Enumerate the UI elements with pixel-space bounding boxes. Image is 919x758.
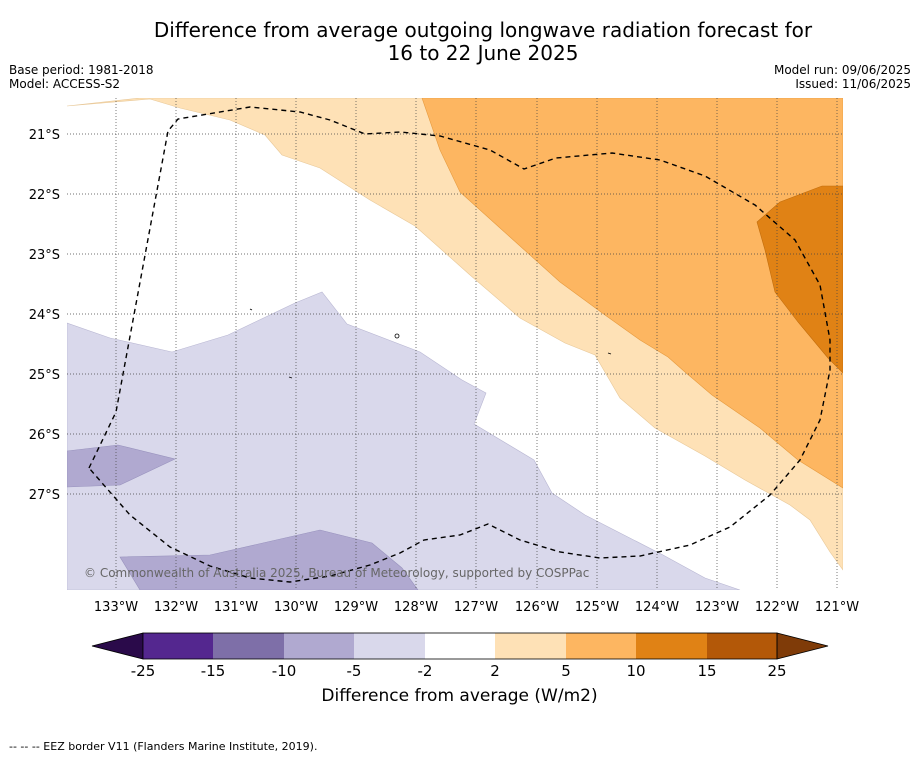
meta-right: Model run: 09/06/2025 Issued: 11/06/2025 xyxy=(774,63,911,91)
gridlines xyxy=(67,98,843,590)
colorbar-tick: -10 xyxy=(272,662,297,680)
map-title: Difference from average outgoing longwav… xyxy=(0,19,919,65)
colorbar-bin xyxy=(707,633,778,659)
colorbar-tick: 5 xyxy=(561,662,571,680)
lon-label: 125°W xyxy=(575,600,619,615)
colorbar-extend-high xyxy=(776,632,829,660)
lon-label: 130°W xyxy=(274,600,318,615)
colorbar: -25 -15 -10 -5 -2 2 5 10 15 25 xyxy=(91,632,829,680)
lat-label: 24°S xyxy=(29,308,60,323)
colorbar-tick: 10 xyxy=(626,662,645,680)
lon-label: 121°W xyxy=(815,600,859,615)
longitude-labels: 133°W 132°W 131°W 130°W 129°W 128°W 127°… xyxy=(94,600,859,615)
colorbar-frame xyxy=(142,632,778,660)
lon-label: 128°W xyxy=(394,600,438,615)
colorbar-bin xyxy=(425,633,496,659)
colorbar-bin xyxy=(636,633,707,659)
colorbar-bin xyxy=(143,633,214,659)
lon-label: 123°W xyxy=(695,600,739,615)
colorbar-tick: -15 xyxy=(201,662,226,680)
colorbar-tick: -5 xyxy=(347,662,362,680)
colorbar-tick: 15 xyxy=(697,662,716,680)
colorbar-tick: 25 xyxy=(767,662,786,680)
lon-label: 126°W xyxy=(515,600,559,615)
contour-speck xyxy=(607,352,612,355)
colorbar-tick: -25 xyxy=(131,662,156,680)
lat-label: 27°S xyxy=(29,488,60,503)
anomaly-region-pos-strong xyxy=(756,185,843,374)
latitude-labels: 21°S 22°S 23°S 24°S 25°S 26°S 27°S xyxy=(29,128,60,503)
colorbar-tick: -2 xyxy=(418,662,433,680)
colorbar-label: Difference from average (W/m2) xyxy=(321,686,598,706)
lat-label: 23°S xyxy=(29,248,60,263)
lon-label: 132°W xyxy=(154,600,198,615)
colorbar-bin xyxy=(566,633,637,659)
contour-speck xyxy=(288,376,293,379)
contour-speck xyxy=(394,333,400,339)
lon-label: 131°W xyxy=(214,600,258,615)
lon-label: 124°W xyxy=(635,600,679,615)
meta-left: Base period: 1981-2018 Model: ACCESS-S2 xyxy=(9,63,154,91)
anomaly-region-neg-mid xyxy=(67,444,176,488)
colorbar-ticks: -25 -15 -10 -5 -2 2 5 10 15 25 xyxy=(131,662,787,680)
eez-footnote: -- -- -- EEZ border V11 (Flanders Marine… xyxy=(9,740,318,753)
anomaly-region-neg-mid-south xyxy=(119,529,419,590)
title-line-1: Difference from average outgoing longwav… xyxy=(153,18,813,42)
lat-label: 21°S xyxy=(29,128,60,143)
colorbar-bin xyxy=(495,633,566,659)
lon-label: 127°W xyxy=(454,600,498,615)
base-period: Base period: 1981-2018 xyxy=(9,63,154,77)
lon-label: 122°W xyxy=(755,600,799,615)
lat-label: 22°S xyxy=(29,188,60,203)
colorbar-bin xyxy=(213,633,284,659)
issued-date: Issued: 11/06/2025 xyxy=(795,77,911,91)
title-line-2: 16 to 22 June 2025 xyxy=(387,41,579,65)
colorbar-extend-low xyxy=(91,632,144,660)
anomaly-region-neg-light xyxy=(67,291,741,590)
eez-border xyxy=(88,106,831,583)
colorbar-bin xyxy=(354,633,425,659)
model-run: Model run: 09/06/2025 xyxy=(773,63,911,77)
lon-label: 129°W xyxy=(334,600,378,615)
colorbar-tick: 2 xyxy=(490,662,500,680)
colorbar-bin xyxy=(284,633,355,659)
model-name: Model: ACCESS-S2 xyxy=(9,77,121,91)
map-plot-area: © Commonwealth of Australia 2025, Bureau… xyxy=(67,98,843,590)
contour-speck xyxy=(249,308,253,311)
lon-label: 133°W xyxy=(94,600,138,615)
lat-label: 26°S xyxy=(29,428,60,443)
lat-label: 25°S xyxy=(29,368,60,383)
copyright-notice: © Commonwealth of Australia 2025, Bureau… xyxy=(84,566,589,580)
